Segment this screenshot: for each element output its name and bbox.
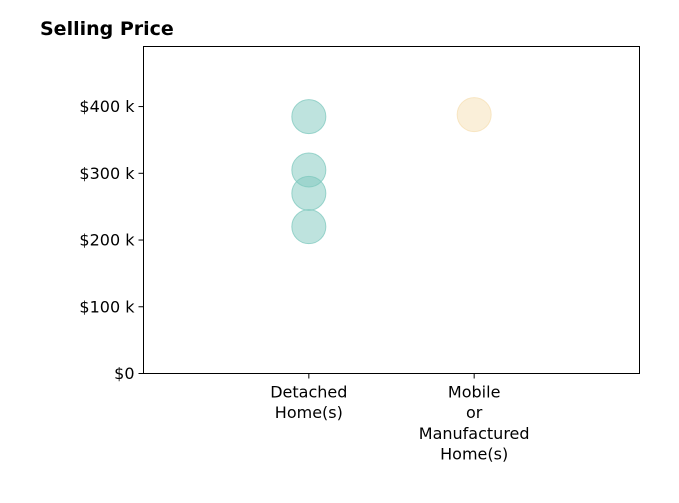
x-tick-label: Mobile or Manufactured Home(s): [419, 383, 530, 464]
x-axis: Detached Home(s) Mobile or Manufactured Home(…: [270, 373, 530, 464]
data-point: [291, 209, 327, 245]
plot-area-frame: [143, 46, 640, 374]
y-tick-label: $300 k: [79, 164, 135, 183]
y-tick-label: $400 k: [79, 97, 135, 116]
data-point: [291, 99, 327, 135]
chart-title: Selling Price: [40, 18, 174, 40]
data-points: [291, 97, 492, 245]
y-tick-label: $100 k: [79, 297, 135, 316]
data-point: [456, 97, 492, 133]
x-tick-label: Detached Home(s): [270, 383, 347, 423]
data-point: [291, 175, 327, 211]
y-axis: $0 $100 k $200 k $300 k $400 k: [79, 97, 144, 383]
y-tick-label: $200 k: [79, 231, 135, 250]
y-tick-label: $0: [114, 364, 134, 383]
